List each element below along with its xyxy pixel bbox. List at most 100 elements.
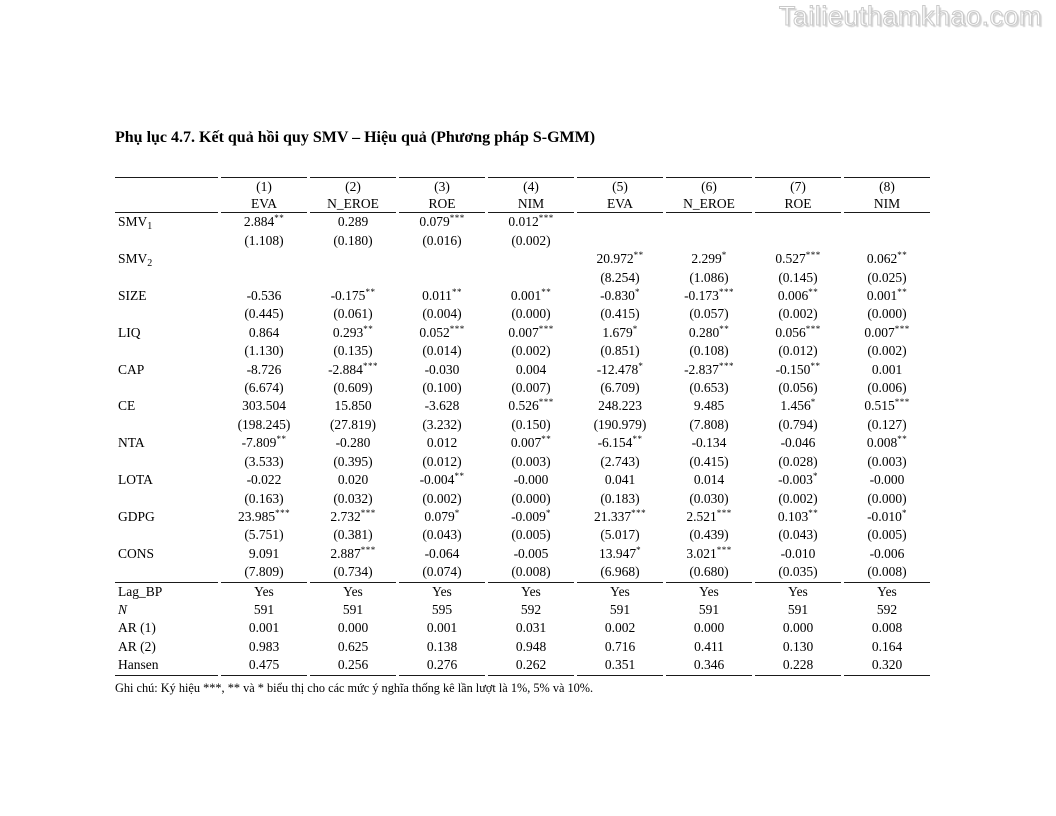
- coef-cell: [844, 213, 930, 231]
- se-cell: (6.968): [600, 564, 640, 580]
- summary-cell: 0.411: [694, 638, 724, 654]
- column-model: NIM: [844, 195, 930, 214]
- variable-label: SMV2: [118, 251, 153, 270]
- summary-cell: 0.625: [337, 638, 369, 654]
- summary-cell: 0.983: [248, 638, 280, 654]
- se-cell: (0.002): [867, 343, 907, 359]
- summary-cell: 591: [342, 601, 364, 617]
- row-label: [115, 526, 218, 544]
- significance-stars: ***: [805, 323, 821, 334]
- summary-cell: 0.320: [844, 656, 930, 676]
- se-cell: (0.183): [600, 490, 640, 506]
- se-cell: (7.809): [244, 564, 284, 580]
- se-row: (0.445) (0.061) (0.004) (0.000) (0.415) (0.05…: [115, 305, 930, 323]
- coef-cell: 0.052***: [419, 323, 465, 340]
- coef-cell: 0.527***: [775, 250, 821, 267]
- row-label: [115, 490, 218, 508]
- se-cell: [221, 269, 307, 287]
- se-cell: [755, 232, 841, 250]
- variable-label: CAP: [118, 361, 145, 377]
- coef-cell: 2.884**: [243, 213, 285, 230]
- coef-cell: 0.007**: [510, 434, 552, 451]
- row-label: [115, 416, 218, 434]
- se-cell: (0.004): [422, 306, 462, 322]
- significance-stars: **: [363, 323, 374, 334]
- summary-cell: 0.164: [871, 638, 903, 654]
- summary-cell: 0.948: [515, 638, 547, 654]
- page-title: Phụ lục 4.7. Kết quả hồi quy SMV – Hiệu …: [115, 129, 596, 146]
- coef-cell: -0.010: [780, 545, 816, 561]
- significance-stars: **: [633, 250, 644, 261]
- column-number: (6): [666, 177, 752, 195]
- se-cell: [488, 269, 574, 287]
- se-cell: (0.043): [778, 527, 818, 543]
- significance-stars: ***: [360, 507, 376, 518]
- summary-cell: 0.000: [693, 620, 725, 636]
- significance-stars: ***: [538, 213, 554, 224]
- summary-cell: 592: [876, 601, 898, 617]
- coef-cell: 0.526***: [508, 397, 554, 414]
- coef-row: LIQ 0.864 0.293** 0.052*** 0.007*** 1.679* 0.2…: [115, 324, 930, 342]
- coef-cell: 0.011**: [422, 287, 462, 304]
- coef-cell: 0.012***: [508, 213, 554, 230]
- coef-cell: 0.041: [604, 472, 636, 488]
- significance-stars: ***: [538, 323, 554, 334]
- header-row-numbers: (1) (2) (3) (4) (5) (6) (7) (8): [115, 177, 930, 195]
- summary-cell: 0.008: [871, 620, 903, 636]
- row-label: [115, 379, 218, 397]
- coef-cell: 2.732***: [330, 507, 376, 524]
- significance-stars: **: [897, 287, 908, 298]
- coef-cell: [577, 213, 663, 231]
- se-cell: (0.108): [689, 343, 729, 359]
- summary-cell: Yes: [755, 581, 841, 601]
- significance-stars: **: [541, 434, 552, 445]
- coef-cell: -0.046: [780, 435, 816, 451]
- significance-stars: **: [454, 471, 465, 482]
- significance-stars: **: [808, 287, 819, 298]
- summary-cell: Yes: [577, 581, 663, 601]
- coef-row: LOTA -0.022 0.020 -0.004** -0.000 0.041 0.014 -…: [115, 471, 930, 489]
- se-cell: (0.609): [333, 380, 373, 396]
- coef-cell: 20.972**: [596, 250, 644, 267]
- coef-cell: -0.000: [869, 472, 905, 488]
- summary-cell: 0.000: [782, 620, 814, 636]
- summary-cell: 595: [431, 601, 453, 617]
- coef-cell: 0.079***: [419, 213, 465, 230]
- summary-label: N: [118, 601, 128, 617]
- coef-cell: 0.280**: [688, 323, 730, 340]
- se-cell: (0.000): [867, 490, 907, 506]
- se-cell: (27.819): [329, 416, 377, 432]
- coef-cell: 2.887***: [330, 544, 376, 561]
- label-subscript: 2: [147, 258, 153, 270]
- se-cell: (3.533): [244, 453, 284, 469]
- coef-cell: 23.985***: [237, 507, 291, 524]
- coef-cell: 2.521***: [686, 507, 732, 524]
- row-label: [115, 195, 218, 214]
- coef-cell: 15.850: [334, 398, 372, 414]
- summary-cell: 0.262: [488, 656, 574, 676]
- summary-cell: 0.346: [666, 656, 752, 676]
- coef-row: NTA -7.809** -0.280 0.012 0.007** -6.154** -0.…: [115, 434, 930, 452]
- significance-stars: *: [721, 250, 727, 261]
- coef-row: SIZE -0.536 -0.175** 0.011** 0.001** -0.830* -…: [115, 287, 930, 305]
- summary-cell: 0.130: [782, 638, 814, 654]
- header-row-models: EVA N_EROE ROE NIM EVA N_EROE ROE NIM: [115, 195, 930, 214]
- significance-stars: **: [808, 507, 819, 518]
- summary-row: AR (2) 0.983 0.625 0.138 0.948 0.716 0.411 0.13…: [115, 638, 930, 656]
- summary-label: Lag_BP: [115, 581, 218, 601]
- se-cell: (0.163): [244, 490, 284, 506]
- se-row: (7.809) (0.734) (0.074) (0.008) (6.968) (0.68…: [115, 563, 930, 581]
- se-row: (1.108) (0.180) (0.016) (0.002): [115, 232, 930, 250]
- summary-cell: 0.716: [604, 638, 636, 654]
- se-cell: (0.002): [778, 306, 818, 322]
- se-cell: (0.794): [778, 416, 818, 432]
- se-cell: [310, 269, 396, 287]
- coef-cell: -2.884***: [328, 360, 378, 377]
- se-cell: (5.751): [244, 527, 284, 543]
- summary-cell: 0.228: [755, 656, 841, 676]
- significance-stars: *: [632, 323, 638, 334]
- significance-stars: ***: [894, 397, 910, 408]
- se-cell: (0.180): [333, 232, 373, 248]
- summary-cell: 591: [609, 601, 631, 617]
- summary-cell: 0.031: [515, 620, 547, 636]
